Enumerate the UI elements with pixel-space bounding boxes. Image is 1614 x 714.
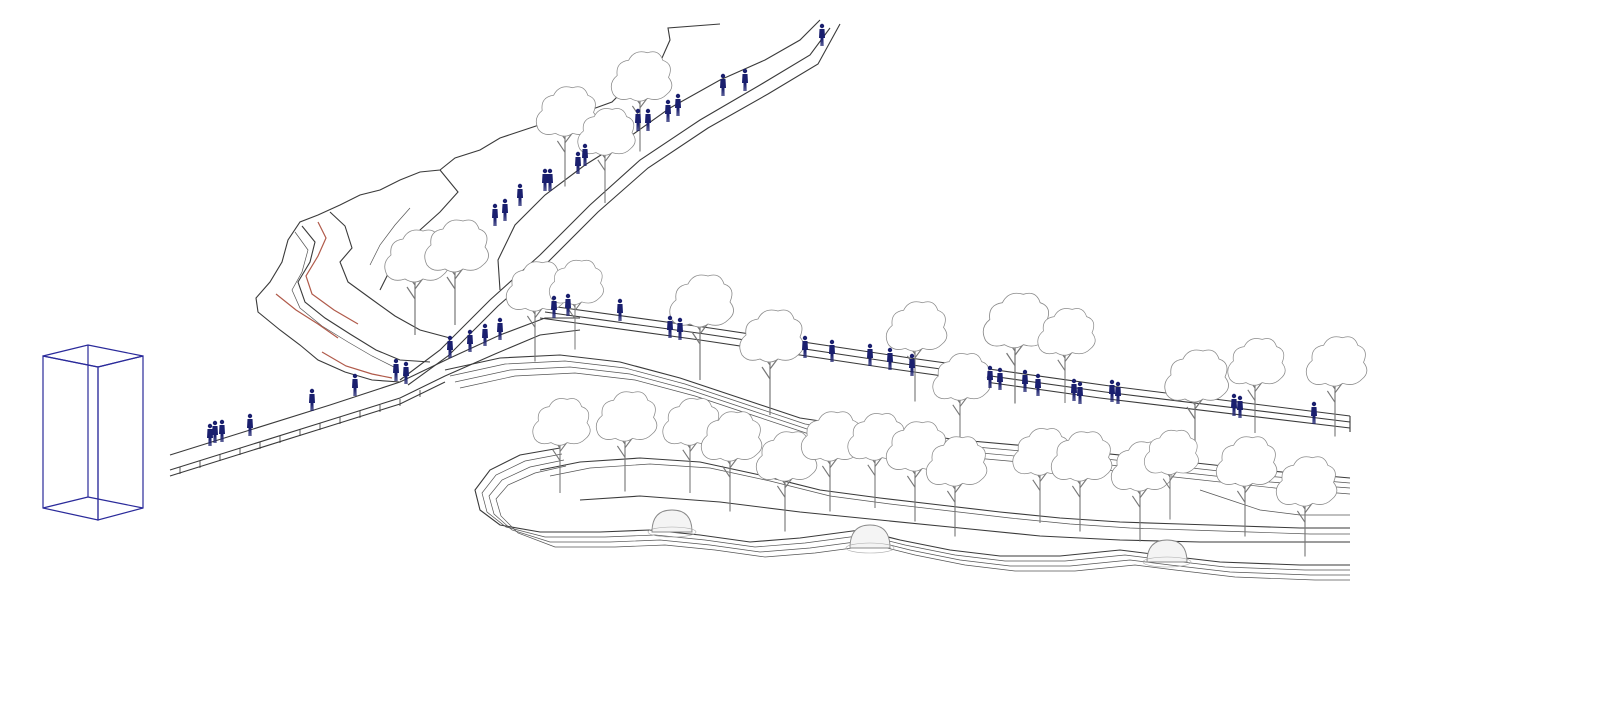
person-icon xyxy=(482,323,488,346)
person-icon xyxy=(1109,379,1115,402)
person-icon xyxy=(1077,381,1083,404)
person-icon xyxy=(497,317,503,340)
person-icon xyxy=(542,168,548,191)
person-icon xyxy=(675,93,681,116)
person-icon xyxy=(987,365,993,388)
tree-icon xyxy=(1143,429,1199,520)
person-icon xyxy=(742,68,748,91)
person-icon xyxy=(582,143,588,166)
tree-icon xyxy=(1037,308,1096,404)
tree-icon xyxy=(925,436,988,537)
tree-icon xyxy=(1305,336,1368,437)
tree-icon xyxy=(1050,431,1113,532)
person-icon xyxy=(352,373,358,396)
tree-group xyxy=(384,51,1368,557)
person-icon xyxy=(565,293,571,316)
person-icon xyxy=(997,367,1003,390)
railing-posts xyxy=(179,390,421,474)
person-icon xyxy=(1022,369,1028,392)
tree-icon xyxy=(982,292,1051,404)
person-icon xyxy=(403,361,409,384)
tree-icon xyxy=(595,391,658,492)
tree-icon xyxy=(1164,349,1229,455)
person-icon xyxy=(547,168,553,191)
dome-icon xyxy=(647,509,1192,568)
person-icon xyxy=(212,420,218,443)
person-icon xyxy=(1071,378,1077,401)
person-icon xyxy=(1231,393,1237,416)
tree-icon xyxy=(1215,436,1278,537)
person-icon xyxy=(575,151,581,174)
tree-icon xyxy=(662,398,721,494)
reference-box-icon xyxy=(42,344,144,521)
person-icon xyxy=(447,335,453,358)
tree-icon xyxy=(800,411,863,512)
tree-icon xyxy=(700,411,763,512)
person-icon xyxy=(1035,373,1041,396)
tree-icon xyxy=(1227,338,1286,434)
person-icon xyxy=(517,183,523,206)
person-icon xyxy=(309,388,315,411)
tree-icon xyxy=(577,108,636,204)
tree-icon xyxy=(739,309,804,415)
person-icon xyxy=(219,419,225,442)
person-icon xyxy=(819,23,825,46)
tree-icon xyxy=(885,301,948,402)
person-icon xyxy=(207,423,213,446)
person-icon xyxy=(617,298,623,321)
people-group xyxy=(207,23,1317,446)
person-icon xyxy=(635,108,641,131)
person-icon xyxy=(802,335,808,358)
person-icon xyxy=(1115,381,1121,404)
tree-icon xyxy=(548,259,604,350)
person-icon xyxy=(909,353,915,376)
person-icon xyxy=(667,315,673,338)
person-icon xyxy=(677,317,683,340)
tree-icon xyxy=(535,86,598,187)
person-icon xyxy=(393,358,399,381)
person-icon xyxy=(247,413,253,436)
lower-terraces xyxy=(474,447,1350,581)
tree-icon xyxy=(669,274,734,380)
person-icon xyxy=(1237,395,1243,418)
person-icon xyxy=(492,203,498,226)
tree-icon xyxy=(1275,456,1338,557)
person-icon xyxy=(551,295,557,318)
person-icon xyxy=(645,108,651,131)
person-icon xyxy=(829,339,835,362)
person-icon xyxy=(665,99,671,122)
tree-icon xyxy=(532,398,591,494)
tree-icon xyxy=(424,219,489,325)
person-icon xyxy=(502,198,508,221)
person-icon xyxy=(720,73,726,96)
lower-walkway xyxy=(169,317,581,477)
person-icon xyxy=(887,347,893,370)
person-icon xyxy=(467,329,473,352)
person-icon xyxy=(867,343,873,366)
person-icon xyxy=(1311,401,1317,424)
